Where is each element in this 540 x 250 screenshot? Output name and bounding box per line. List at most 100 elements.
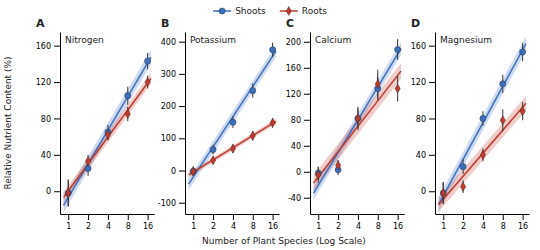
ci-band bbox=[64, 50, 151, 213]
y-tick: 120 bbox=[36, 78, 60, 87]
fit-line bbox=[314, 49, 401, 194]
y-tick-mark bbox=[304, 68, 310, 69]
x-tick-mark bbox=[68, 214, 69, 220]
y-tick: 120 bbox=[286, 90, 310, 99]
y-tick-label: 0 bbox=[171, 167, 176, 176]
chart: 12481604080120160NitrogenARelative Nutri… bbox=[0, 0, 540, 250]
point bbox=[500, 116, 505, 125]
y-tick-mark bbox=[179, 42, 185, 43]
y-axis-line bbox=[60, 33, 61, 215]
x-tick-mark bbox=[273, 214, 274, 220]
x-tick-label: 16 bbox=[393, 222, 403, 231]
y-axis: -4004080120160200 bbox=[286, 33, 311, 215]
panel-label: C bbox=[286, 17, 294, 30]
point bbox=[125, 93, 131, 99]
x-tick-mark bbox=[483, 214, 484, 220]
fit-line bbox=[189, 51, 276, 184]
y-tick: 40 bbox=[416, 151, 435, 160]
fit-line bbox=[64, 79, 151, 198]
x-axis-line bbox=[61, 214, 155, 215]
x-tick-label: 1 bbox=[66, 222, 71, 231]
y-tick: 40 bbox=[291, 142, 310, 151]
x-tick-mark bbox=[358, 214, 359, 220]
x-tick-mark bbox=[128, 214, 129, 220]
y-tick: 100 bbox=[161, 134, 185, 143]
y-tick-mark bbox=[54, 46, 60, 47]
y-tick-label: 160 bbox=[286, 64, 301, 73]
y-tick-mark bbox=[429, 155, 435, 156]
x-tick: 16 bbox=[143, 214, 153, 231]
point bbox=[355, 114, 360, 123]
panel-title: Potassium bbox=[190, 35, 236, 45]
y-tick: 160 bbox=[411, 42, 435, 51]
panel-label: A bbox=[36, 17, 45, 30]
y-tick-label: 80 bbox=[416, 115, 426, 124]
x-tick: 16 bbox=[268, 214, 278, 231]
x-tick-mark bbox=[398, 214, 399, 220]
x-axis-line bbox=[436, 214, 530, 215]
x-tick-label: 2 bbox=[461, 222, 466, 231]
ci-band bbox=[439, 36, 526, 211]
legend-swatch-marker bbox=[219, 8, 225, 14]
x-tick-label: 1 bbox=[316, 222, 321, 231]
x-tick: 4 bbox=[231, 214, 236, 231]
fit-line bbox=[189, 121, 276, 175]
x-tick: 1 bbox=[66, 214, 71, 231]
y-tick-mark bbox=[304, 120, 310, 121]
y-tick: 80 bbox=[416, 115, 435, 124]
y-tick: 0 bbox=[421, 187, 435, 196]
legend-swatch-marker bbox=[286, 6, 291, 15]
y-tick-mark bbox=[304, 42, 310, 43]
legend-item: Roots bbox=[280, 6, 327, 16]
x-tick-mark bbox=[338, 214, 339, 220]
y-tick-mark bbox=[429, 82, 435, 83]
x-axis: 124816 bbox=[186, 214, 280, 231]
y-tick-label: -100 bbox=[158, 199, 176, 208]
y-tick: 0 bbox=[46, 187, 60, 196]
y-tick-mark bbox=[429, 191, 435, 192]
point bbox=[145, 77, 150, 86]
x-axis-line bbox=[311, 214, 405, 215]
point bbox=[460, 182, 465, 191]
x-tick-label: 1 bbox=[191, 222, 196, 231]
point bbox=[316, 170, 321, 179]
y-axis-title: Relative Nutrient Content (%) bbox=[3, 56, 13, 189]
x-axis-title: Number of Plant Species (Log Scale) bbox=[202, 236, 366, 246]
point bbox=[520, 107, 525, 116]
x-tick-mark bbox=[213, 214, 214, 220]
x-tick-mark bbox=[108, 214, 109, 220]
y-axis: 04080120160 bbox=[36, 33, 61, 215]
x-tick: 2 bbox=[336, 214, 341, 231]
y-tick: 300 bbox=[161, 70, 185, 79]
point bbox=[270, 118, 275, 127]
x-tick: 1 bbox=[316, 214, 321, 231]
x-tick-label: 4 bbox=[481, 222, 486, 231]
y-tick-mark bbox=[179, 203, 185, 204]
plot-area bbox=[64, 50, 151, 213]
ci-band bbox=[189, 119, 276, 178]
x-tick-mark bbox=[193, 214, 194, 220]
x-tick-mark bbox=[503, 214, 504, 220]
y-tick-label: 400 bbox=[161, 38, 176, 47]
panel: 12481604080120160MagnesiumD bbox=[411, 17, 530, 231]
point bbox=[520, 49, 526, 55]
plot-area bbox=[439, 36, 526, 212]
point bbox=[210, 156, 215, 165]
panel-title: Magnesium bbox=[440, 35, 492, 45]
y-tick-mark bbox=[179, 74, 185, 75]
x-tick-mark bbox=[378, 214, 379, 220]
y-tick-label: 200 bbox=[286, 38, 301, 47]
y-tick: 160 bbox=[286, 64, 310, 73]
y-tick: 200 bbox=[161, 102, 185, 111]
x-tick-label: 4 bbox=[106, 222, 111, 231]
point bbox=[250, 88, 256, 94]
y-tick: 400 bbox=[161, 38, 185, 47]
point bbox=[145, 58, 151, 64]
point bbox=[500, 81, 506, 87]
panel-title: Calcium bbox=[315, 35, 351, 45]
x-tick: 8 bbox=[251, 214, 256, 231]
point bbox=[480, 115, 486, 121]
x-tick: 1 bbox=[191, 214, 196, 231]
y-tick: 0 bbox=[171, 167, 185, 176]
y-axis-line bbox=[435, 33, 436, 215]
